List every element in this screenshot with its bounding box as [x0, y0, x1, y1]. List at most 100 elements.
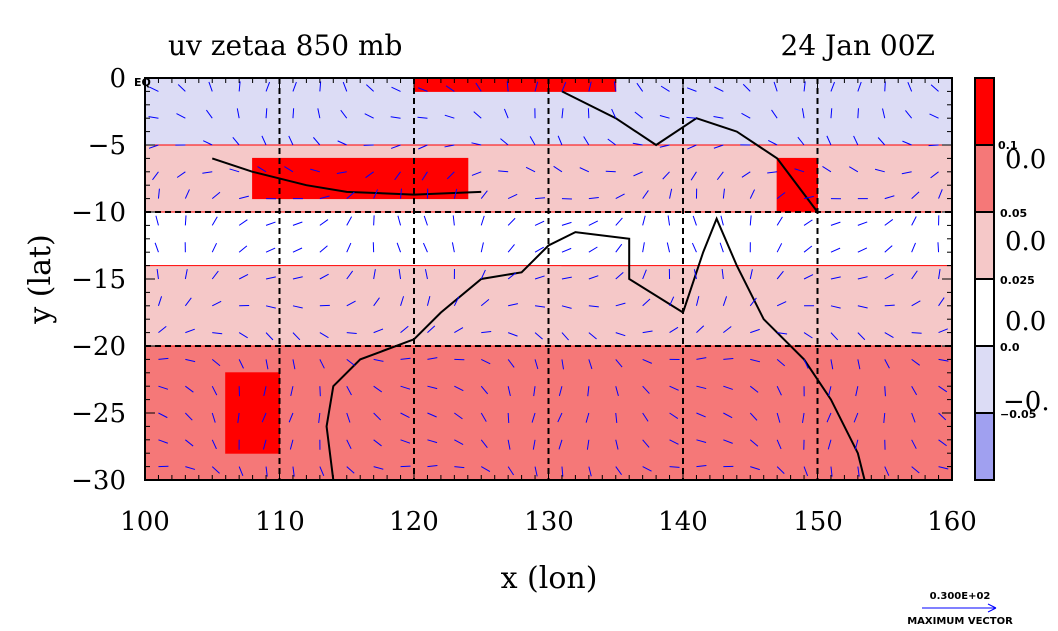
- wind-vector: [669, 412, 679, 420]
- wind-vector: [507, 359, 515, 368]
- wind-vector: [723, 357, 734, 360]
- wind-vector: [534, 220, 545, 226]
- wind-vector: [534, 246, 544, 253]
- wind-vector: [713, 144, 724, 149]
- wind-vector: [771, 109, 778, 119]
- wind-vector: [928, 144, 939, 147]
- wind-vector: [288, 412, 294, 423]
- wind-vector: [579, 167, 590, 173]
- wind-vector: [211, 439, 217, 450]
- wind-vector: [176, 113, 186, 119]
- colorbar-box: [974, 77, 995, 146]
- x-tick-labels: 100 110 120 130 140 150 160: [120, 507, 977, 537]
- wind-vector: [257, 166, 267, 173]
- wind-vector: [310, 168, 320, 173]
- wind-vector: [611, 108, 617, 119]
- wind-vector: [776, 466, 785, 474]
- wind-vector: [723, 439, 733, 444]
- wind-vector: [855, 386, 859, 397]
- wind-vector: [481, 358, 491, 365]
- wind-vector: [346, 242, 352, 253]
- wind-vector: [203, 140, 213, 146]
- wind-vector: [826, 135, 832, 146]
- wind-vector: [659, 115, 670, 119]
- wind-vector: [454, 439, 464, 446]
- wind-vector: [696, 464, 707, 468]
- wind-vector: [857, 81, 862, 92]
- wind-vector: [152, 171, 159, 181]
- wind-vector: [588, 197, 599, 200]
- wind-vector: [667, 215, 671, 226]
- eq-label: EQ: [134, 76, 151, 89]
- wind-vector: [427, 385, 438, 390]
- wind-vector: [475, 82, 482, 92]
- wind-vector: [588, 359, 593, 370]
- wind-vector: [423, 215, 428, 226]
- wind-vector: [418, 144, 428, 150]
- wind-vector: [446, 171, 455, 180]
- wind-vector: [826, 412, 832, 423]
- wind-vector: [156, 269, 159, 280]
- wind-vector: [911, 466, 920, 474]
- wind-vector: [373, 412, 382, 421]
- wind-vector: [292, 332, 301, 341]
- wind-vector: [557, 135, 563, 146]
- wind-vector: [184, 215, 187, 226]
- wind-vector: [884, 304, 895, 307]
- wind-vector: [184, 189, 190, 199]
- wind-vector: [480, 190, 488, 199]
- wind-vector: [346, 412, 351, 423]
- wind-vector: [238, 273, 249, 280]
- wind-vector: [288, 135, 294, 146]
- wind-vector: [938, 297, 945, 307]
- wind-vector: [158, 325, 167, 333]
- wind-vector: [265, 247, 276, 253]
- wind-vector: [749, 439, 759, 447]
- wind-vector: [454, 327, 464, 334]
- colorbar-boxes: [974, 77, 995, 481]
- wind-vector: [605, 170, 616, 173]
- wind-vector: [884, 273, 894, 280]
- wind-vector: [716, 171, 724, 181]
- vector-reference-arrowhead: [987, 603, 997, 613]
- wind-vector: [607, 138, 617, 146]
- wind-vector: [390, 144, 401, 149]
- wind-vector: [588, 332, 597, 340]
- wind-vector: [535, 197, 546, 200]
- wind-vector: [265, 305, 276, 309]
- wind-vector: [157, 296, 163, 306]
- wind-vector: [265, 359, 269, 370]
- wind-vector: [803, 274, 814, 280]
- wind-vector: [205, 109, 213, 119]
- wind-vector: [317, 108, 321, 119]
- wind-vector: [776, 439, 782, 450]
- wind-vector: [236, 108, 240, 119]
- wind-vector: [480, 215, 485, 226]
- wind-vector: [426, 295, 431, 306]
- wind-vector: [749, 412, 758, 421]
- wind-vector: [319, 466, 325, 477]
- wind-vector: [636, 82, 644, 92]
- wind-vector: [319, 245, 328, 253]
- plot-area: [144, 77, 953, 481]
- wind-vector: [642, 466, 652, 472]
- wind-vector: [642, 215, 646, 226]
- wind-vector: [690, 171, 697, 181]
- wind-vector: [319, 359, 325, 369]
- wind-vector: [480, 299, 490, 307]
- wind-vector: [423, 242, 428, 253]
- wind-vector: [373, 328, 384, 334]
- wind-vector: [659, 144, 670, 148]
- wind-vector: [615, 302, 626, 307]
- colorbar-box: [974, 211, 995, 280]
- wind-vector: [561, 276, 572, 280]
- wind-vector: [365, 171, 374, 179]
- wind-vector: [938, 412, 947, 421]
- wind-vector: [884, 219, 894, 226]
- wind-vector: [444, 144, 455, 148]
- wind-vector: [662, 171, 670, 180]
- wind-vector: [176, 171, 186, 178]
- wind-vector: [534, 466, 538, 477]
- wind-vector: [561, 247, 572, 253]
- x-tick-label: 160: [927, 507, 977, 537]
